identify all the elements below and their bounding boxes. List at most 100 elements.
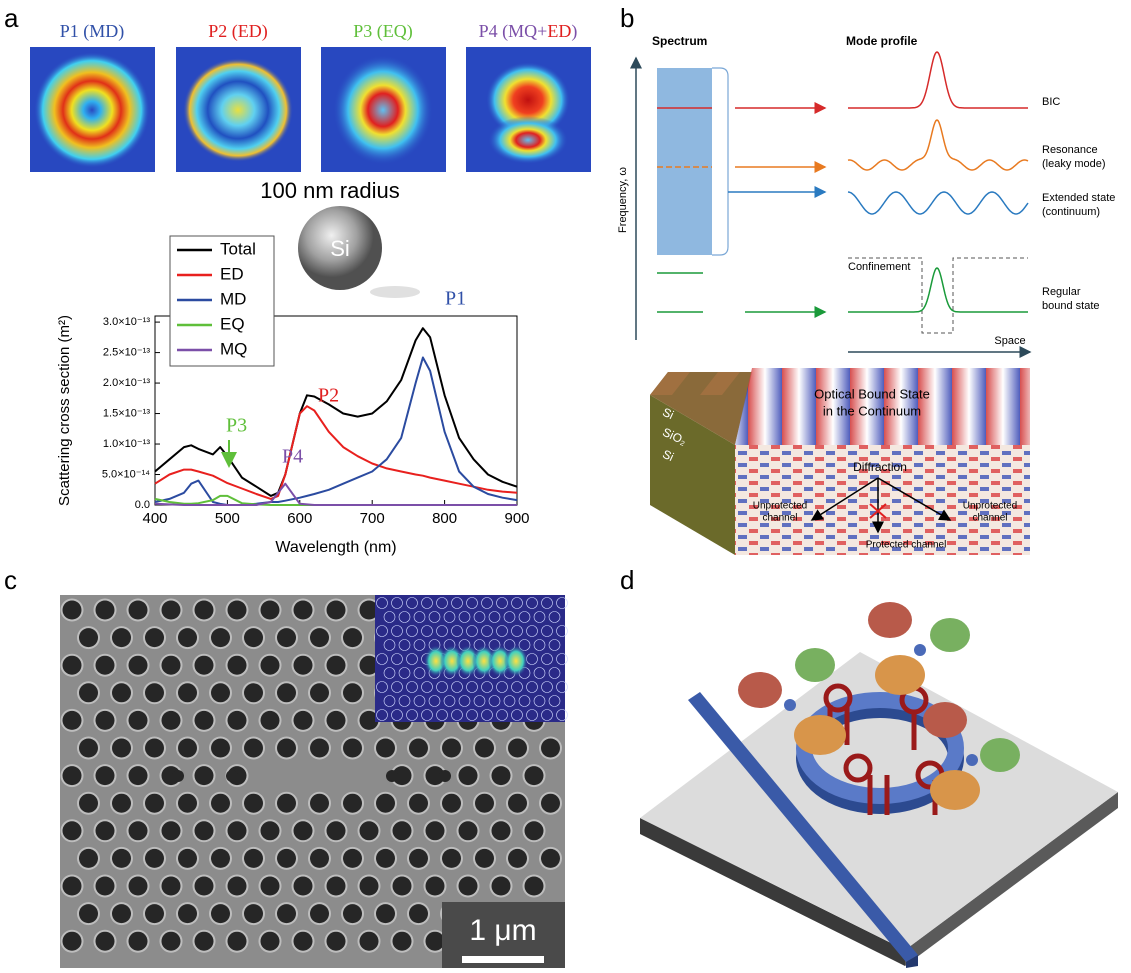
hole: [79, 739, 98, 758]
hole: [376, 904, 395, 923]
hole: [525, 877, 544, 896]
hole: [178, 628, 197, 647]
hole: [261, 932, 280, 951]
mode-label: P3 (EQ): [353, 21, 413, 42]
channel-label: Unprotected: [753, 501, 807, 512]
protein: [875, 655, 925, 695]
hole: [162, 601, 181, 620]
hole: [96, 877, 115, 896]
axis-label: Frequency, ω: [617, 167, 629, 233]
hole: [294, 656, 313, 675]
hole: [541, 794, 560, 813]
hole: [112, 683, 131, 702]
hole: [327, 877, 346, 896]
annotation: P1: [445, 288, 466, 310]
continuum-band: [657, 68, 712, 255]
hole: [343, 628, 362, 647]
hole: [145, 904, 164, 923]
hole: [492, 821, 511, 840]
annotation: P3: [226, 415, 247, 437]
hole: [327, 711, 346, 730]
hole: [426, 877, 445, 896]
state-label: Regular: [1042, 286, 1081, 298]
hole: [228, 932, 247, 951]
hole: [79, 849, 98, 868]
hole: [409, 739, 428, 758]
hole: [244, 849, 263, 868]
hole: [294, 711, 313, 730]
hole: [541, 739, 560, 758]
hole: [409, 904, 428, 923]
confinement-label: Confinement: [848, 261, 910, 273]
hole: [409, 849, 428, 868]
protein: [930, 770, 980, 810]
hole: [277, 739, 296, 758]
legend-label: MQ: [220, 339, 247, 358]
mode-profile: [848, 52, 1028, 108]
panel-label: b: [620, 3, 634, 33]
hole: [145, 849, 164, 868]
diffraction-label: Diffraction: [853, 460, 907, 474]
hole: [475, 794, 494, 813]
hole: [195, 877, 214, 896]
sphere-label: Si: [330, 236, 350, 261]
device-title: Optical Bound State: [814, 386, 930, 401]
panel-label: d: [620, 565, 634, 595]
hole: [442, 794, 461, 813]
hole: [426, 821, 445, 840]
hole: [112, 628, 131, 647]
y-tick-label: 3.0×10⁻¹³: [103, 316, 150, 328]
hole: [96, 821, 115, 840]
hole: [145, 628, 164, 647]
hole: [195, 766, 214, 785]
state-label: (leaky mode): [1042, 158, 1106, 170]
x-tick-label: 500: [215, 510, 240, 527]
hole: [129, 766, 148, 785]
mode-profile: [848, 268, 1028, 312]
hole: [294, 601, 313, 620]
y-tick-label: 5.0×10⁻¹⁴: [102, 468, 150, 480]
hole: [327, 601, 346, 620]
hole: [195, 821, 214, 840]
state-label: (continuum): [1042, 206, 1100, 218]
hole: [426, 932, 445, 951]
hole: [393, 877, 412, 896]
panel-label: a: [4, 3, 19, 33]
hole: [162, 932, 181, 951]
hole: [310, 739, 329, 758]
protein-linker: [966, 754, 978, 766]
y-axis-label: Scattering cross section (m²): [56, 315, 73, 506]
hole: [277, 683, 296, 702]
hole: [79, 794, 98, 813]
hole: [162, 877, 181, 896]
hole: [63, 711, 82, 730]
protein: [795, 648, 835, 682]
hole: [228, 656, 247, 675]
hole: [310, 628, 329, 647]
hole: [96, 601, 115, 620]
channel-label: channel: [972, 513, 1007, 524]
hole: [112, 794, 131, 813]
scale-label: 1 μm: [469, 914, 536, 947]
hole: [63, 932, 82, 951]
x-axis-label: Wavelength (nm): [275, 539, 396, 556]
hole: [228, 821, 247, 840]
hole: [376, 794, 395, 813]
hole: [96, 766, 115, 785]
hole: [228, 877, 247, 896]
hole: [261, 821, 280, 840]
mode-field: [333, 55, 433, 165]
hole: [459, 821, 478, 840]
hole: [178, 683, 197, 702]
hole: [360, 821, 379, 840]
small-hole: [172, 770, 184, 782]
hole: [261, 711, 280, 730]
hole: [277, 904, 296, 923]
hole: [277, 628, 296, 647]
hole: [393, 932, 412, 951]
hole: [63, 766, 82, 785]
hole: [360, 932, 379, 951]
hole: [343, 849, 362, 868]
hole: [376, 739, 395, 758]
heading: Mode profile: [846, 34, 918, 48]
